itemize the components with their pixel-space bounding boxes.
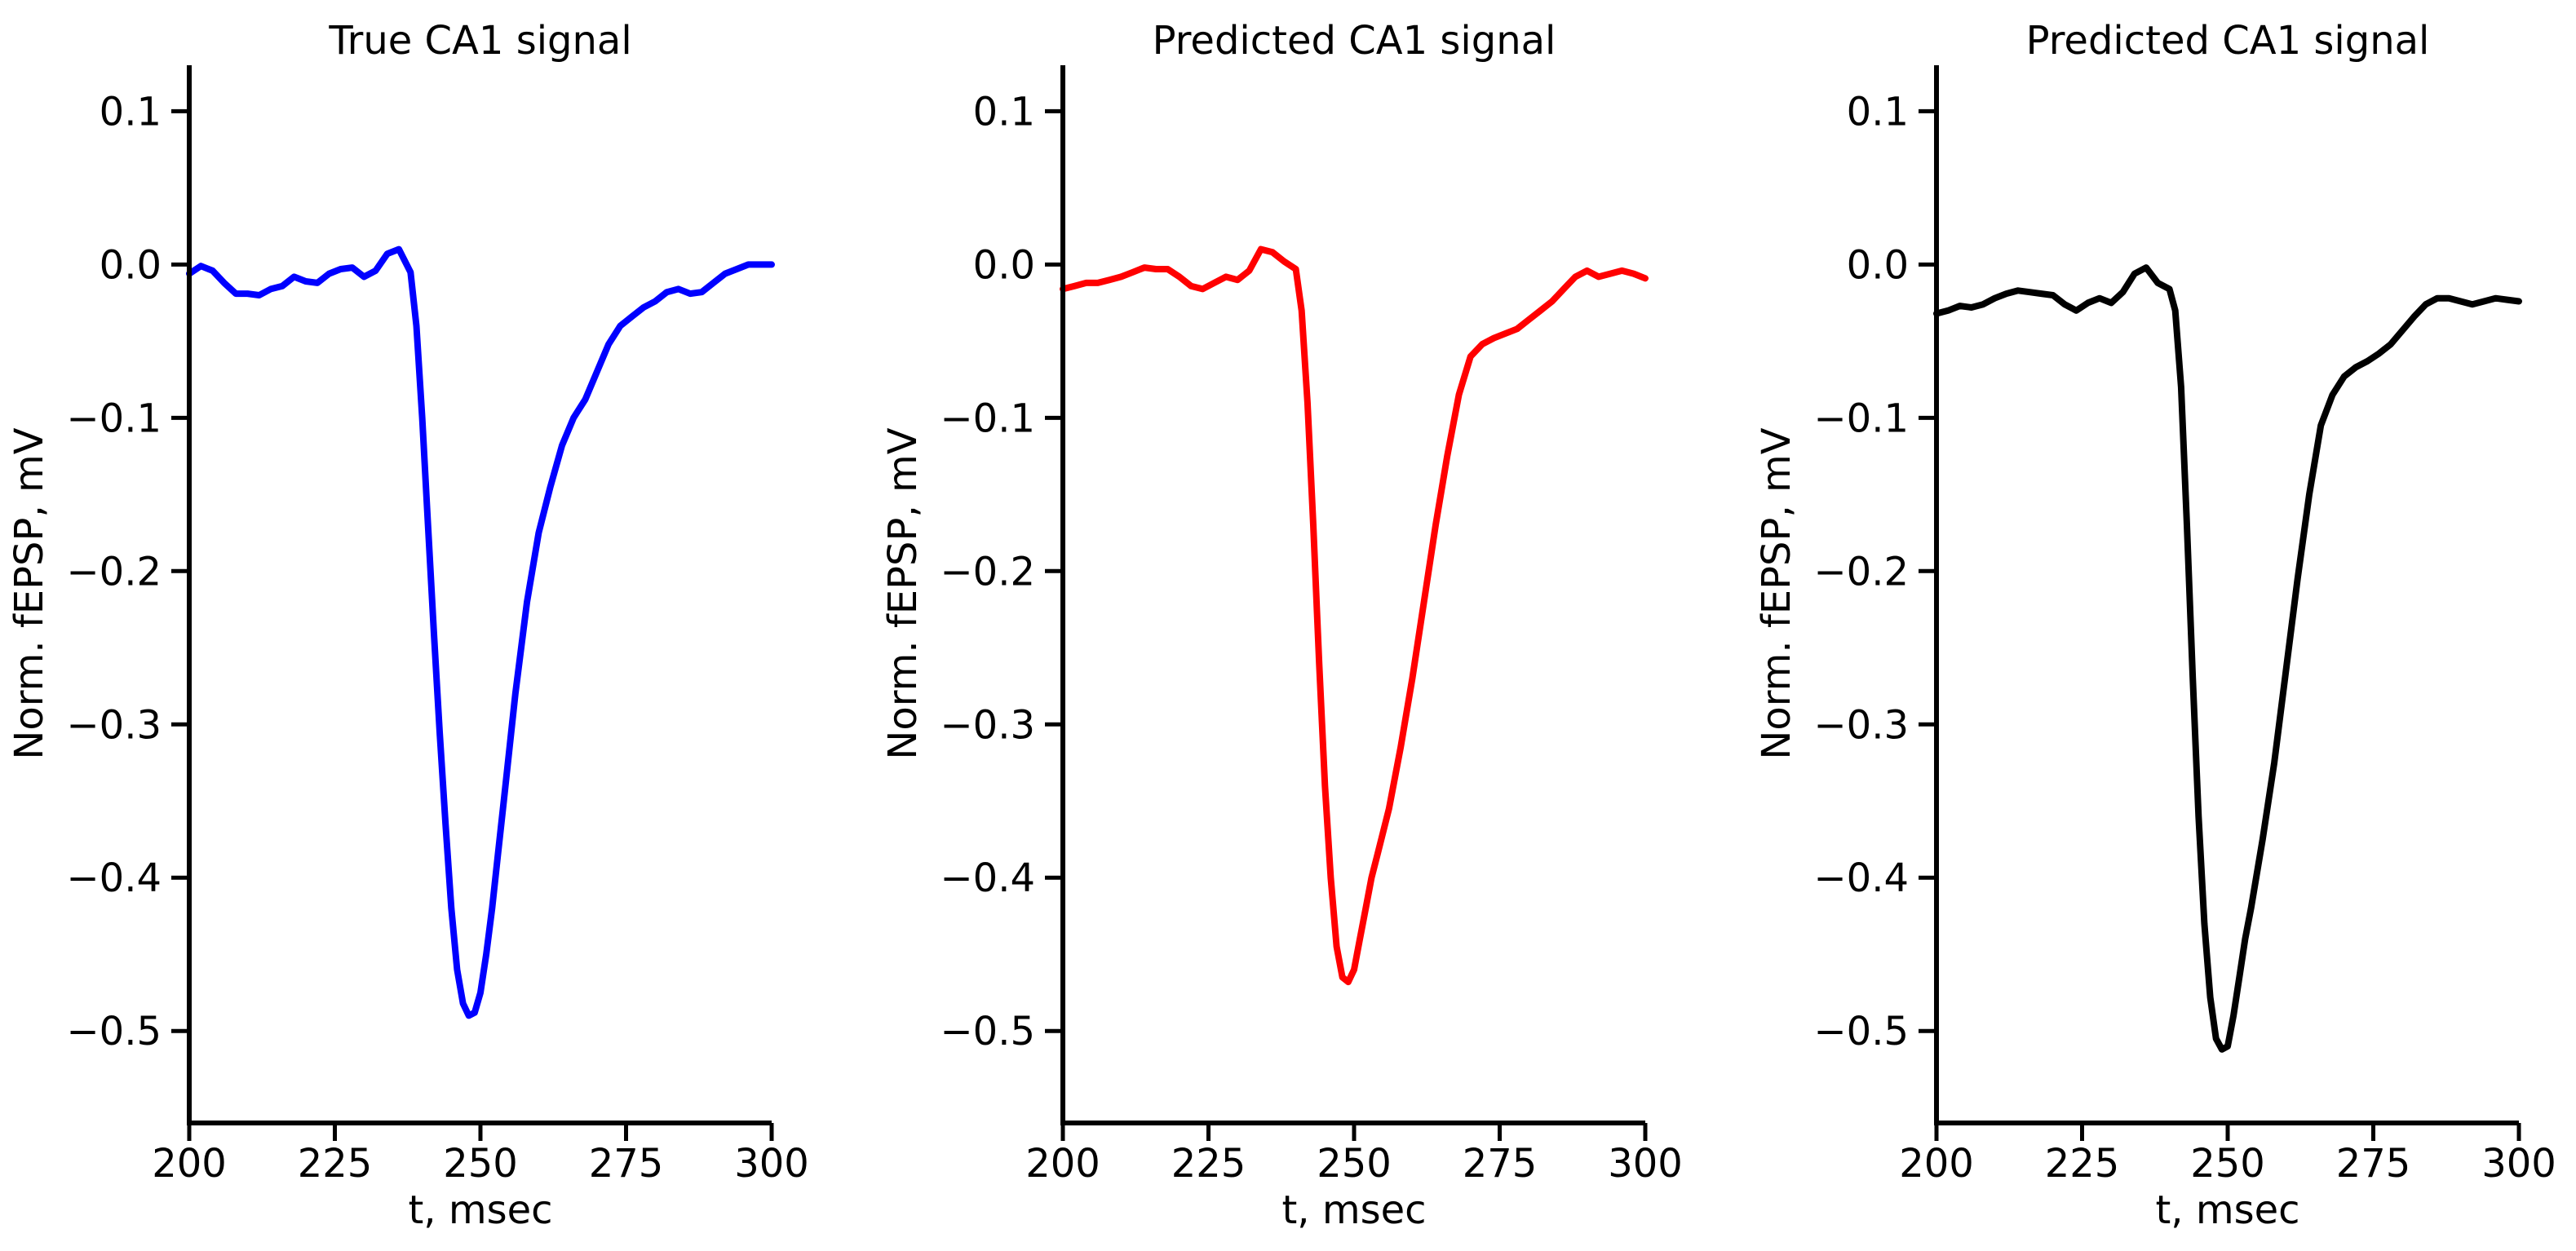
y-tick-label: −0.1 [1813,396,1909,441]
y-tick-label: 0.0 [100,242,162,288]
chart-title: Predicted CA1 signal [1153,18,1556,64]
y-tick-label: −0.2 [1813,549,1909,595]
y-tick-label: 0.0 [973,242,1035,288]
y-tick-label: −0.2 [940,549,1035,595]
x-axis-label: t, msec [2155,1187,2299,1233]
y-tick-label: −0.5 [1813,1009,1909,1054]
chart-panel-2: Predicted CA1 signal 0.1 0.0 −0.1 −0.2 −0.3 −0… [880,18,1683,1233]
x-tick-label: 300 [2481,1141,2556,1187]
x-tick-label: 250 [1317,1141,1392,1187]
y-tick-label: 0.1 [973,89,1035,135]
y-tick-label: −0.4 [940,855,1035,901]
x-tick-label: 250 [443,1141,518,1187]
x-tick-label: 250 [2190,1141,2265,1187]
y-tick-label: −0.3 [66,702,162,748]
y-tick-label: −0.3 [940,702,1035,748]
y-axis-label: Norm. fEPSP, mV [880,427,926,759]
y-axis-label: Norm. fEPSP, mV [7,427,52,759]
y-tick-label: −0.1 [66,396,162,441]
y-tick-label: −0.4 [66,855,162,901]
y-tick-label: −0.2 [66,549,162,595]
y-tick-label: −0.5 [940,1009,1035,1054]
y-tick-label: 0.0 [1847,242,1909,288]
x-tick-label: 225 [1171,1141,1246,1187]
y-tick-label: 0.1 [100,89,162,135]
y-tick-label: −0.3 [1813,702,1909,748]
x-tick-label: 200 [1899,1141,1974,1187]
series-line [1060,245,1649,986]
x-tick-label: 300 [734,1141,809,1187]
x-tick-label: 275 [2336,1141,2411,1187]
y-tick-label: 0.1 [1847,89,1909,135]
x-tick-label: 300 [1608,1141,1683,1187]
x-tick-label: 275 [589,1141,664,1187]
y-tick-label: −0.5 [66,1009,162,1054]
x-tick-label: 200 [152,1141,227,1187]
y-tick-label: −0.4 [1813,855,1909,901]
chart-title: Predicted CA1 signal [2026,18,2430,64]
x-tick-label: 225 [2045,1141,2120,1187]
chart-panel-3: Predicted CA1 signal 0.1 0.0 −0.1 −0.2 −0.3 −0… [1754,18,2556,1233]
x-axis-label: t, msec [408,1187,552,1233]
x-tick-label: 275 [1463,1141,1538,1187]
x-tick-label: 200 [1025,1141,1100,1187]
x-tick-label: 225 [298,1141,373,1187]
chart-panel-1: True CA1 signal 0.1 0.0 −0.1 −0.2 −0.3 −0.4 −0.… [7,18,809,1233]
x-axis-label: t, msec [1281,1187,1426,1233]
chart-title: True CA1 signal [328,18,631,64]
y-axis-label: Norm. fEPSP, mV [1754,427,1799,759]
y-tick-label: −0.1 [940,396,1035,441]
series-line [1933,264,2522,1053]
series-line [186,245,775,1019]
